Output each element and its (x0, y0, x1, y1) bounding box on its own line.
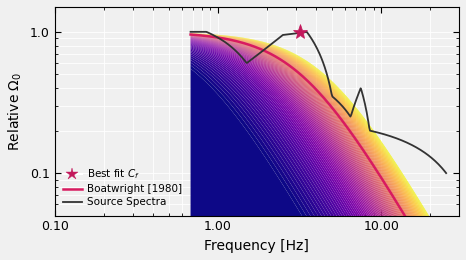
Polygon shape (191, 38, 454, 260)
Polygon shape (191, 47, 454, 260)
Polygon shape (191, 33, 454, 259)
Polygon shape (191, 34, 454, 260)
Polygon shape (191, 34, 454, 260)
Polygon shape (191, 36, 454, 260)
Polygon shape (191, 34, 454, 260)
Polygon shape (191, 34, 454, 260)
Polygon shape (191, 34, 454, 260)
Polygon shape (191, 36, 454, 260)
Polygon shape (191, 37, 454, 260)
Polygon shape (191, 38, 454, 260)
Polygon shape (191, 65, 454, 260)
Polygon shape (191, 37, 454, 260)
Polygon shape (191, 35, 454, 260)
Y-axis label: Relative $\Omega_0$: Relative $\Omega_0$ (7, 72, 24, 151)
Polygon shape (191, 48, 454, 260)
Polygon shape (191, 52, 454, 260)
Polygon shape (191, 62, 454, 260)
Polygon shape (191, 33, 454, 260)
Polygon shape (191, 36, 454, 260)
Polygon shape (191, 33, 454, 260)
Polygon shape (191, 35, 454, 260)
Polygon shape (191, 34, 454, 260)
Polygon shape (191, 60, 454, 260)
Polygon shape (191, 35, 454, 260)
Legend: Best fit $C_f$, Boatwright [1980], Source Spectra: Best fit $C_f$, Boatwright [1980], Sourc… (60, 164, 185, 210)
Polygon shape (191, 39, 454, 260)
Polygon shape (191, 34, 454, 260)
Polygon shape (191, 34, 454, 260)
Polygon shape (191, 35, 454, 260)
Polygon shape (191, 41, 454, 260)
Polygon shape (191, 37, 454, 260)
Polygon shape (191, 44, 454, 260)
X-axis label: Frequency [Hz]: Frequency [Hz] (205, 239, 309, 253)
Polygon shape (191, 34, 454, 260)
Polygon shape (191, 37, 454, 260)
Polygon shape (191, 35, 454, 260)
Polygon shape (191, 34, 454, 260)
Polygon shape (191, 43, 454, 260)
Polygon shape (191, 43, 454, 260)
Polygon shape (191, 46, 454, 260)
Polygon shape (191, 35, 454, 260)
Polygon shape (191, 69, 454, 260)
Polygon shape (191, 36, 454, 260)
Polygon shape (191, 36, 454, 260)
Polygon shape (191, 39, 454, 260)
Polygon shape (191, 41, 454, 260)
Polygon shape (191, 35, 454, 260)
Polygon shape (191, 33, 454, 260)
Polygon shape (191, 33, 454, 260)
Polygon shape (191, 34, 454, 260)
Polygon shape (191, 34, 454, 260)
Polygon shape (191, 35, 454, 260)
Polygon shape (191, 34, 454, 260)
Polygon shape (191, 51, 454, 260)
Polygon shape (191, 58, 454, 260)
Polygon shape (191, 33, 454, 260)
Polygon shape (191, 42, 454, 260)
Polygon shape (191, 34, 454, 260)
Polygon shape (191, 34, 454, 260)
Polygon shape (191, 34, 454, 260)
Polygon shape (191, 35, 454, 260)
Polygon shape (191, 56, 454, 260)
Polygon shape (191, 40, 454, 260)
Polygon shape (191, 37, 454, 260)
Polygon shape (191, 35, 454, 260)
Polygon shape (191, 33, 454, 260)
Polygon shape (191, 49, 454, 260)
Polygon shape (191, 34, 454, 260)
Polygon shape (191, 34, 454, 260)
Polygon shape (191, 38, 454, 260)
Polygon shape (191, 34, 454, 260)
Polygon shape (191, 34, 454, 260)
Polygon shape (191, 44, 454, 260)
Polygon shape (191, 35, 454, 260)
Polygon shape (191, 36, 454, 260)
Polygon shape (191, 41, 454, 260)
Polygon shape (191, 39, 454, 260)
Polygon shape (191, 36, 454, 260)
Polygon shape (191, 46, 454, 260)
Polygon shape (191, 54, 454, 260)
Polygon shape (191, 40, 454, 260)
